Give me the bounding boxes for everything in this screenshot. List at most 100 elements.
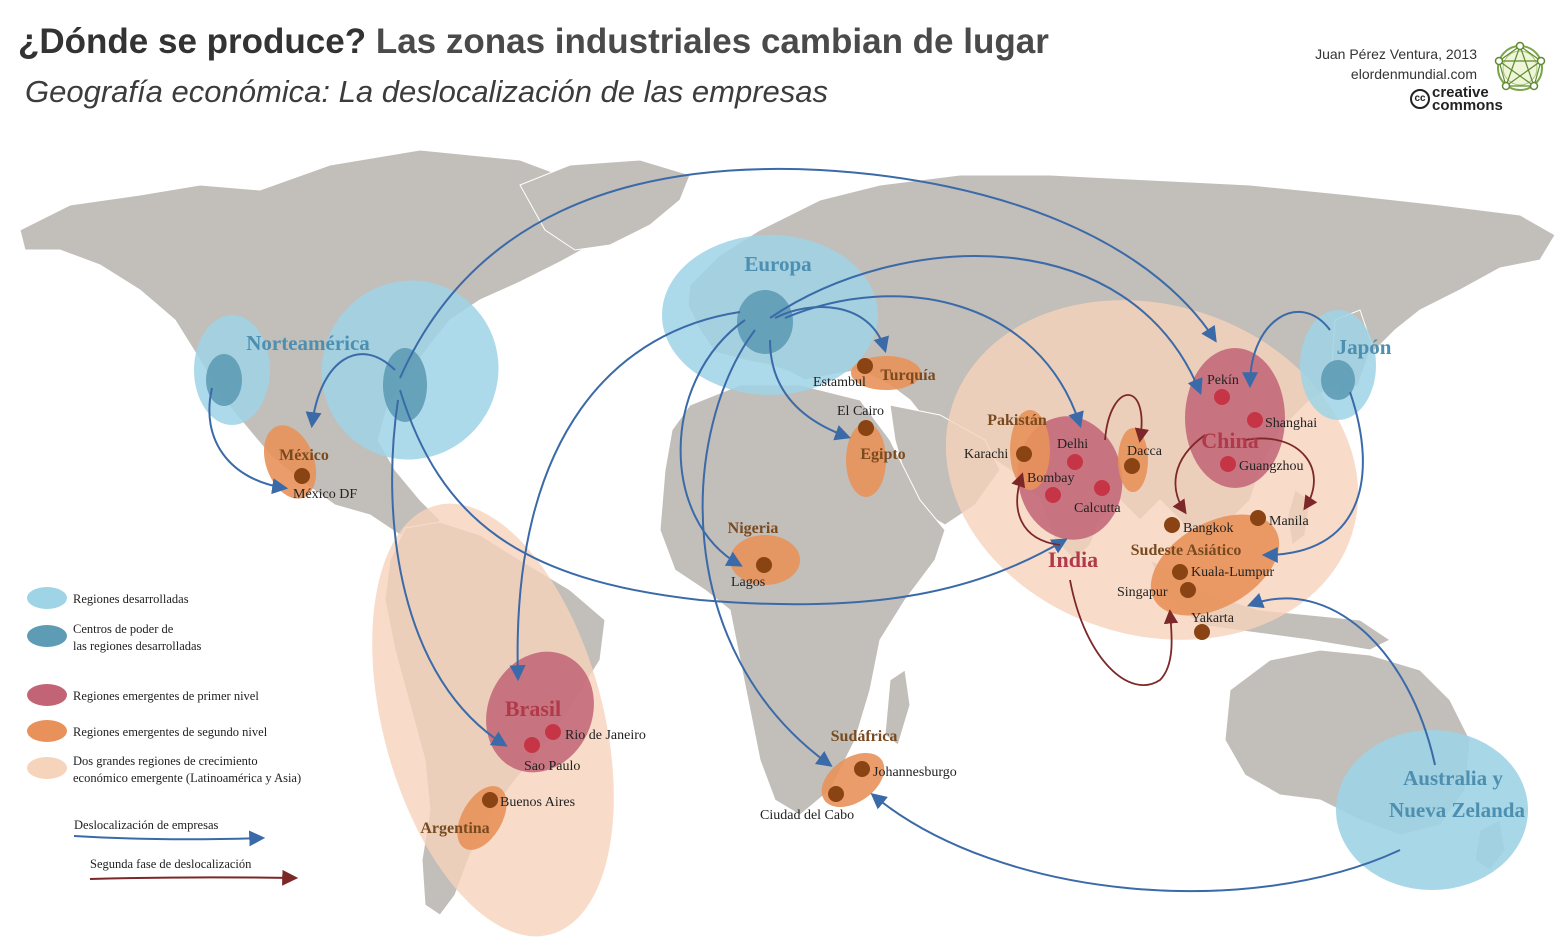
label-japon: Japón [1337, 335, 1392, 359]
city-label-ciudad-del-cabo: Ciudad del Cabo [760, 808, 854, 823]
label-china: China [1201, 428, 1258, 453]
label-sudeste-asiatico: Sudeste Asiático [1131, 542, 1242, 559]
city-dots [294, 358, 1266, 808]
power-center-japan [1321, 360, 1355, 400]
city-label-estambul: Estambul [813, 375, 866, 390]
arrow2-india-to-sudeste [1069, 579, 1179, 686]
credit-site: elordenmundial.com [1350, 66, 1477, 82]
arrow-europe-to-nigeria [679, 319, 746, 567]
dot-mexico-df [294, 468, 310, 484]
label-pakistan: Pakistán [987, 412, 1047, 429]
label-turquia: Turquía [880, 367, 935, 384]
legend-power-line2: las regiones desarrolladas [73, 639, 202, 653]
arrow-na-to-india [399, 389, 1068, 606]
legend-swatch-emerging-first [27, 684, 67, 706]
arrow-europe-to-sudafrica [701, 329, 833, 767]
second-phase-arrows [1011, 394, 1318, 686]
label-nigeria: Nigeria [728, 520, 779, 537]
legend-growth-line1: Dos grandes regiones de crecimiento [73, 754, 258, 768]
city-label-bangkok: Bangkok [1183, 521, 1234, 536]
city-label-bombay: Bombay [1027, 471, 1074, 486]
dot-johannesburgo [854, 761, 870, 777]
arrow-na-to-argentina [391, 399, 508, 747]
dot-estambul [857, 358, 873, 374]
arrow2-india-to-pakistan [1011, 472, 1061, 546]
page-subtitle: Geografía económica: La deslocalización … [25, 74, 829, 109]
city-label-lagos: Lagos [731, 575, 765, 590]
city-label-pekin: Pekín [1207, 373, 1239, 388]
city-label-karachi: Karachi [964, 447, 1008, 462]
city-label-buenos-aires: Buenos Aires [500, 795, 575, 810]
arrow2-india-to-dacca [1104, 394, 1149, 443]
title-part1: ¿Dónde se produce? [18, 22, 367, 61]
dot-dacca [1124, 458, 1140, 474]
city-label-mexico-df: México DF [293, 487, 357, 502]
dot-manila [1250, 510, 1266, 526]
emerging-first-brasil [486, 651, 594, 773]
label-australia-line1: Australia y [1403, 766, 1503, 790]
cc-icon: cc [1410, 89, 1430, 109]
city-label-rio-de-janeiro: Rio de Janeiro [565, 728, 646, 743]
legend-emerging-second: Regiones emergentes de segundo nivel [73, 725, 268, 739]
dot-calcutta [1094, 480, 1110, 496]
power-center-europe [737, 290, 793, 354]
arrow-europe-to-china [769, 255, 1203, 395]
dot-kuala-lumpur [1172, 564, 1188, 580]
dot-delhi [1067, 454, 1083, 470]
power-center-north-america-east [383, 348, 427, 422]
label-australia-line2: Nueva Zelanda [1389, 798, 1525, 822]
city-label-calcutta: Calcutta [1074, 501, 1121, 516]
city-label-delhi: Delhi [1057, 437, 1088, 452]
dot-karachi [1016, 446, 1032, 462]
emerging-second-egipto [846, 423, 886, 497]
city-label-el-cairo: El Cairo [837, 404, 884, 419]
arrow-na-west-to-mexico [208, 387, 289, 495]
credit-author: Juan Pérez Ventura, 2013 [1315, 46, 1477, 62]
legend-power-line1: Centros de poder de [73, 622, 174, 636]
dot-sao-paulo [524, 737, 540, 753]
dot-singapur [1180, 582, 1196, 598]
legend-second-phase: Segunda fase de deslocalización [90, 857, 252, 871]
city-label-johannesburgo: Johannesburgo [873, 765, 957, 780]
dot-bangkok [1164, 517, 1180, 533]
emerging-first-china [1185, 348, 1285, 488]
legend: Regiones desarrolladas Centros de poder … [27, 587, 301, 886]
dot-buenos-aires [482, 792, 498, 808]
arrow-australia-to-sudeste [1247, 593, 1436, 766]
creative-commons-badge: cc creative commons [1410, 84, 1503, 114]
legend-swatch-power [27, 625, 67, 647]
label-egipto: Egipto [860, 446, 905, 463]
label-india: India [1048, 547, 1098, 572]
legend-swatch-developed [27, 587, 67, 609]
dot-yakarta [1194, 624, 1210, 640]
dot-shanghai [1247, 412, 1263, 428]
arrow-europe-to-turquia [774, 306, 889, 354]
arrow-japan-to-sudeste [1261, 391, 1364, 563]
license-bottom: commons [1432, 97, 1503, 114]
city-label-manila: Manila [1269, 514, 1309, 529]
dot-pekin [1214, 389, 1230, 405]
page-title: ¿Dónde se produce? Las zonas industriale… [18, 22, 1049, 62]
city-label-yakarta: Yakarta [1191, 611, 1235, 626]
label-europa: Europa [744, 252, 812, 276]
madagascar-land [884, 669, 911, 746]
developed-region-australia [1336, 730, 1528, 890]
relocation-arrows [208, 167, 1436, 893]
city-label-dacca: Dacca [1127, 444, 1163, 459]
dot-ciudad-del-cabo [828, 786, 844, 802]
legend-developed: Regiones desarrolladas [73, 592, 189, 606]
label-mexico: México [279, 447, 329, 464]
dot-rio-de-janeiro [545, 724, 561, 740]
label-brasil: Brasil [505, 696, 561, 721]
legend-swatch-emerging-second [27, 720, 67, 742]
elordenmundial-logo-icon [1494, 41, 1546, 91]
legend-arrow-relocation [73, 830, 266, 847]
arrow2-china-to-sudeste [1172, 434, 1206, 515]
license-top: creative [1432, 84, 1489, 101]
power-center-north-america-west [206, 354, 242, 406]
dot-lagos [756, 557, 772, 573]
arrow-na-to-china [399, 167, 1217, 379]
credit-block: Juan Pérez Ventura, 2013 elordenmundial.… [1315, 44, 1477, 84]
legend-arrow-second-phase [89, 869, 299, 886]
